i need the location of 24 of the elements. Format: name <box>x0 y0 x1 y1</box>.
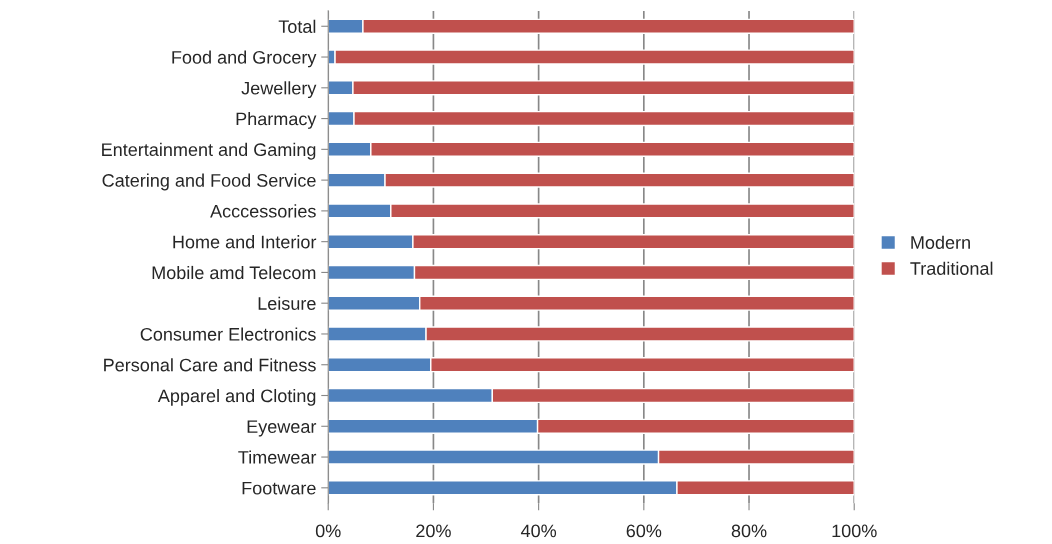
x-tick-label: 40% <box>520 524 557 538</box>
y-tick-label: Acccessories <box>210 204 316 218</box>
y-tick-label: Total <box>278 19 316 33</box>
y-tick-label: Mobile amd Telecom <box>152 265 316 280</box>
y-tick-label: Footware <box>242 481 316 495</box>
x-tick-label: 60% <box>626 524 662 538</box>
y-tick-label: Eyewear <box>247 420 317 437</box>
y-tick-label: Jewellery <box>241 81 317 99</box>
x-tick-label: 80% <box>731 524 767 538</box>
y-tick-label: Pharmacy <box>236 112 317 129</box>
x-tick-label: 0% <box>315 524 341 538</box>
legend-label: Traditional <box>910 261 993 275</box>
x-tick-label: 100% <box>832 524 877 538</box>
y-tick-label: Home and Interior <box>173 235 317 249</box>
legend-label: Modern <box>911 235 970 249</box>
y-tick-label: Catering and Food Service <box>102 173 316 191</box>
y-tick-label: Personal Care and Fitness <box>104 358 316 372</box>
y-tick-label: Consumer Electronics <box>140 327 316 341</box>
y-tick-label: Leisure <box>258 296 316 310</box>
y-tick-label: Timewear <box>238 450 317 464</box>
y-tick-label: Entertainment and Gaming <box>102 142 316 160</box>
y-tick-label: Food and Grocery <box>172 50 317 68</box>
y-tick-label: Apparel and Cloting <box>157 388 316 406</box>
x-tick-label: 20% <box>416 524 451 538</box>
